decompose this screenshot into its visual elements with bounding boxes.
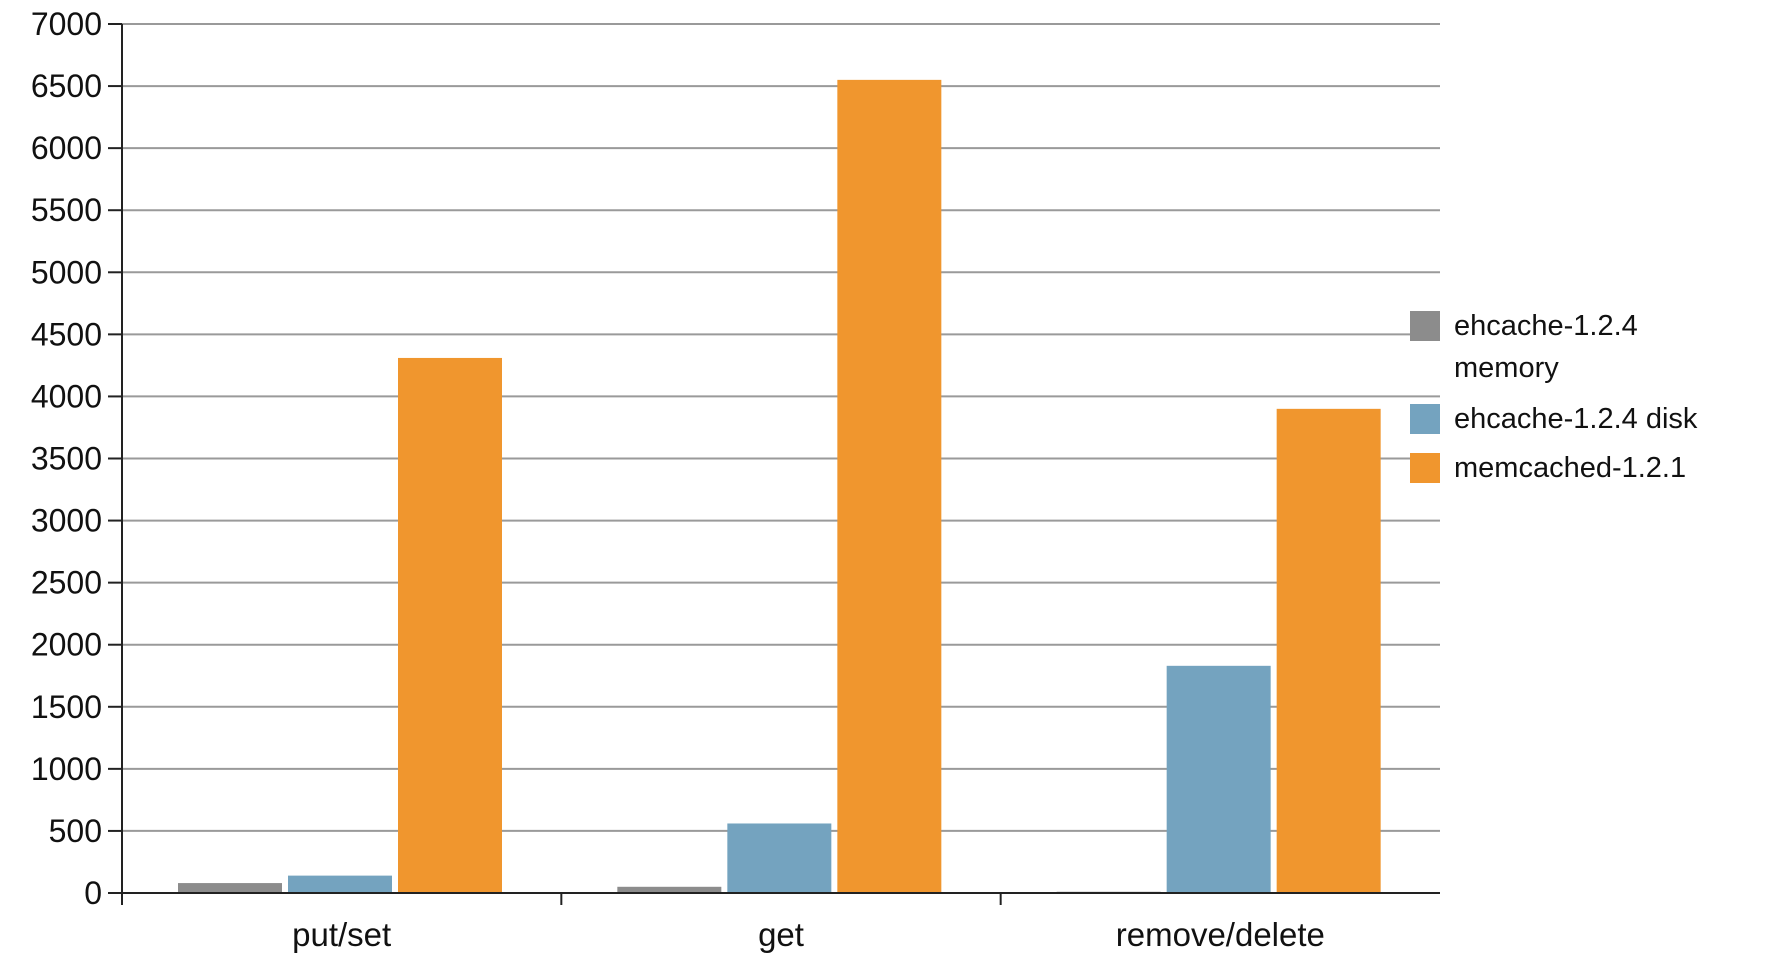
y-tick-label: 6500 (31, 68, 102, 104)
legend-label: ehcache-1.2.4 disk (1454, 403, 1698, 435)
bar-ehcache-1-2-4-disk (288, 875, 392, 893)
legend: ehcache-1.2.4 memory ehcache-1.2.4 disk mem… (1410, 310, 1698, 484)
legend-label: ehcache-1.2.4 memory (1454, 310, 1638, 384)
bar-memcached-1-2-1 (1276, 408, 1381, 893)
y-tick-label: 500 (49, 813, 102, 849)
y-tick-label: 4000 (31, 378, 102, 414)
y-tick-labels: 0 500 1000 1500 2000 2500 3000 3500 4000 4500 5000… (31, 6, 102, 911)
y-tick-label: 1000 (31, 751, 102, 787)
category-label: put/set (292, 916, 391, 953)
category-labels: put/set get remove/delete (292, 916, 1325, 953)
legend-swatch (1410, 453, 1440, 483)
bar-memcached-1-2-1 (398, 357, 502, 893)
bar-ehcache-1-2-4-disk (1166, 665, 1271, 893)
axes (121, 24, 1440, 905)
y-tick-label: 3000 (31, 503, 102, 539)
y-tick-label: 1500 (31, 689, 102, 725)
legend-swatch (1410, 311, 1440, 341)
category-label: get (758, 916, 804, 953)
bar-ehcache-1-2-4-memory (617, 886, 722, 893)
bar-ehcache-1-2-4-memory (178, 883, 282, 893)
grid-lines (108, 23, 1440, 905)
bar-ehcache-1-2-4-disk (727, 823, 832, 893)
category-label: remove/delete (1116, 916, 1325, 953)
y-tick-label: 5000 (31, 254, 102, 290)
y-tick-label: 0 (84, 875, 102, 911)
bar-memcached-1-2-1 (837, 79, 942, 894)
legend-label: memcached-1.2.1 (1454, 452, 1686, 484)
bars (178, 79, 1381, 894)
legend-swatch (1410, 404, 1440, 434)
y-tick-label: 2000 (31, 627, 102, 663)
y-tick-label: 2500 (31, 565, 102, 601)
y-tick-label: 4500 (31, 316, 102, 352)
y-tick-label: 5500 (31, 192, 102, 228)
y-tick-label: 6000 (31, 130, 102, 166)
y-tick-label: 7000 (31, 6, 102, 42)
y-tick-label: 3500 (31, 441, 102, 477)
